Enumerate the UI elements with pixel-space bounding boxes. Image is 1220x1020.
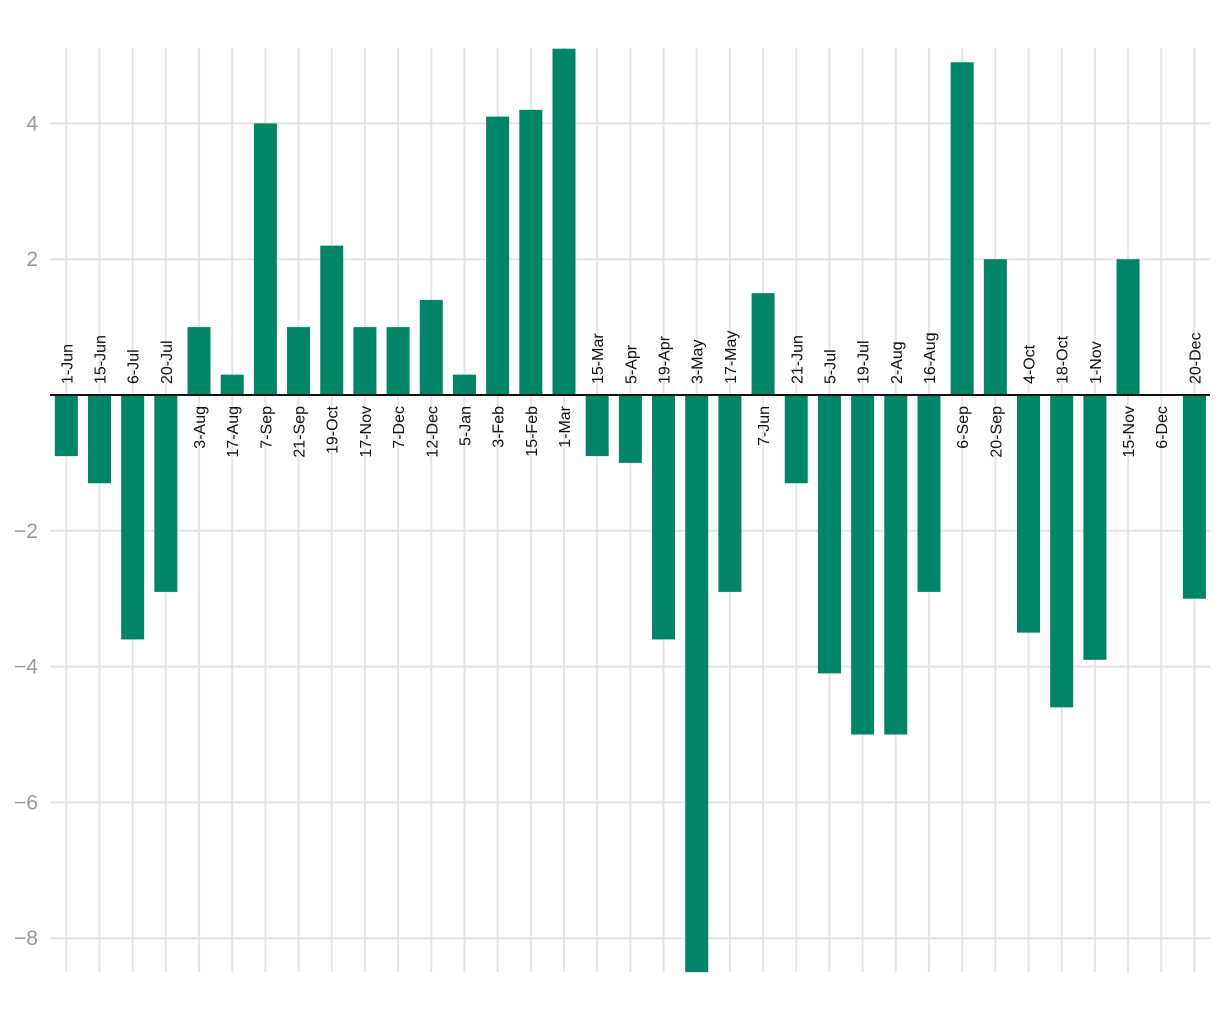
bar-21-Jun	[784, 395, 808, 484]
x-category-label: 20-Dec	[1187, 332, 1204, 384]
x-category-label: 12-Dec	[424, 406, 441, 458]
bar-19-Apr	[652, 395, 676, 640]
x-category-label: 21-Jun	[789, 335, 806, 384]
bar-5-Apr	[618, 395, 642, 463]
x-category-label: 19-Apr	[657, 335, 674, 384]
bar-7-Sep	[253, 123, 277, 396]
x-category-label: 15-Mar	[590, 333, 607, 384]
bar-3-Aug	[187, 327, 211, 395]
bar-3-May	[685, 395, 709, 973]
x-category-label: 21-Sep	[292, 406, 309, 458]
x-category-label: 3-May	[690, 340, 707, 384]
bar-21-Sep	[287, 327, 311, 395]
bar-15-Jun	[87, 395, 111, 484]
bar-7-Dec	[386, 327, 410, 395]
bar-20-Dec	[1182, 395, 1206, 599]
bar-5-Jan	[452, 374, 476, 395]
x-category-label: 19-Oct	[325, 405, 342, 454]
bar-7-Jun	[751, 293, 775, 395]
x-category-label: 15-Jun	[92, 335, 109, 384]
bar-1-Jun	[54, 395, 78, 457]
y-tick-label: −4	[14, 656, 38, 679]
y-tick-label: −8	[14, 927, 38, 950]
bar-17-May	[718, 395, 742, 592]
bar-15-Mar	[585, 395, 609, 457]
bar-19-Oct	[320, 245, 344, 395]
x-category-label: 5-Jul	[822, 349, 839, 384]
bar-15-Feb	[519, 109, 543, 395]
bar-18-Oct	[1050, 395, 1074, 708]
bar-1-Mar	[552, 48, 576, 396]
bar-17-Aug	[220, 374, 244, 395]
x-category-label: 15-Nov	[1121, 406, 1138, 458]
x-category-label: 4-Oct	[1022, 344, 1039, 384]
bar-20-Sep	[983, 259, 1007, 395]
x-category-label: 3-Feb	[491, 406, 508, 448]
x-category-label: 20-Sep	[988, 406, 1005, 458]
x-category-label: 16-Aug	[922, 332, 939, 384]
bar-6-Jul	[121, 395, 145, 640]
bar-20-Jul	[154, 395, 178, 592]
bar-12-Dec	[419, 299, 443, 395]
bar-5-Jul	[817, 395, 841, 674]
y-tick-label: −6	[14, 791, 38, 814]
bar-4-Oct	[1017, 395, 1041, 633]
bar-15-Nov	[1116, 259, 1140, 395]
x-category-label: 7-Dec	[391, 406, 408, 449]
x-category-label: 17-Nov	[358, 406, 375, 458]
bar-16-Aug	[917, 395, 941, 592]
x-category-label: 1-Nov	[1088, 341, 1105, 384]
bar-17-Nov	[353, 327, 377, 395]
y-tick-label: 4	[26, 112, 38, 135]
x-category-label: 1-Mar	[557, 405, 574, 447]
x-category-label: 6-Dec	[1154, 406, 1171, 449]
bar-1-Nov	[1083, 395, 1107, 660]
x-category-label: 15-Feb	[524, 406, 541, 457]
x-category-label: 20-Jul	[159, 340, 176, 384]
x-category-label: 18-Oct	[1055, 335, 1072, 384]
x-category-label: 7-Sep	[258, 406, 275, 449]
x-category-label: 17-Aug	[225, 406, 242, 458]
x-category-label: 17-May	[723, 331, 740, 384]
x-category-label: 5-Apr	[623, 344, 640, 384]
x-category-label: 7-Jun	[756, 406, 773, 446]
x-category-label: 2-Aug	[889, 341, 906, 384]
y-tick-label: 2	[26, 248, 38, 271]
x-category-label: 6-Sep	[955, 406, 972, 449]
bar-2-Aug	[884, 395, 908, 735]
x-category-label: 5-Jan	[457, 406, 474, 446]
y-tick-label: −2	[14, 520, 38, 543]
x-category-label: 6-Jul	[126, 349, 143, 384]
bar-19-Jul	[851, 395, 875, 735]
bar-6-Sep	[950, 62, 974, 395]
x-category-label: 1-Jun	[59, 344, 76, 384]
x-category-label: 3-Aug	[192, 406, 209, 449]
bar-3-Feb	[486, 116, 510, 396]
x-category-label: 19-Jul	[856, 340, 873, 384]
